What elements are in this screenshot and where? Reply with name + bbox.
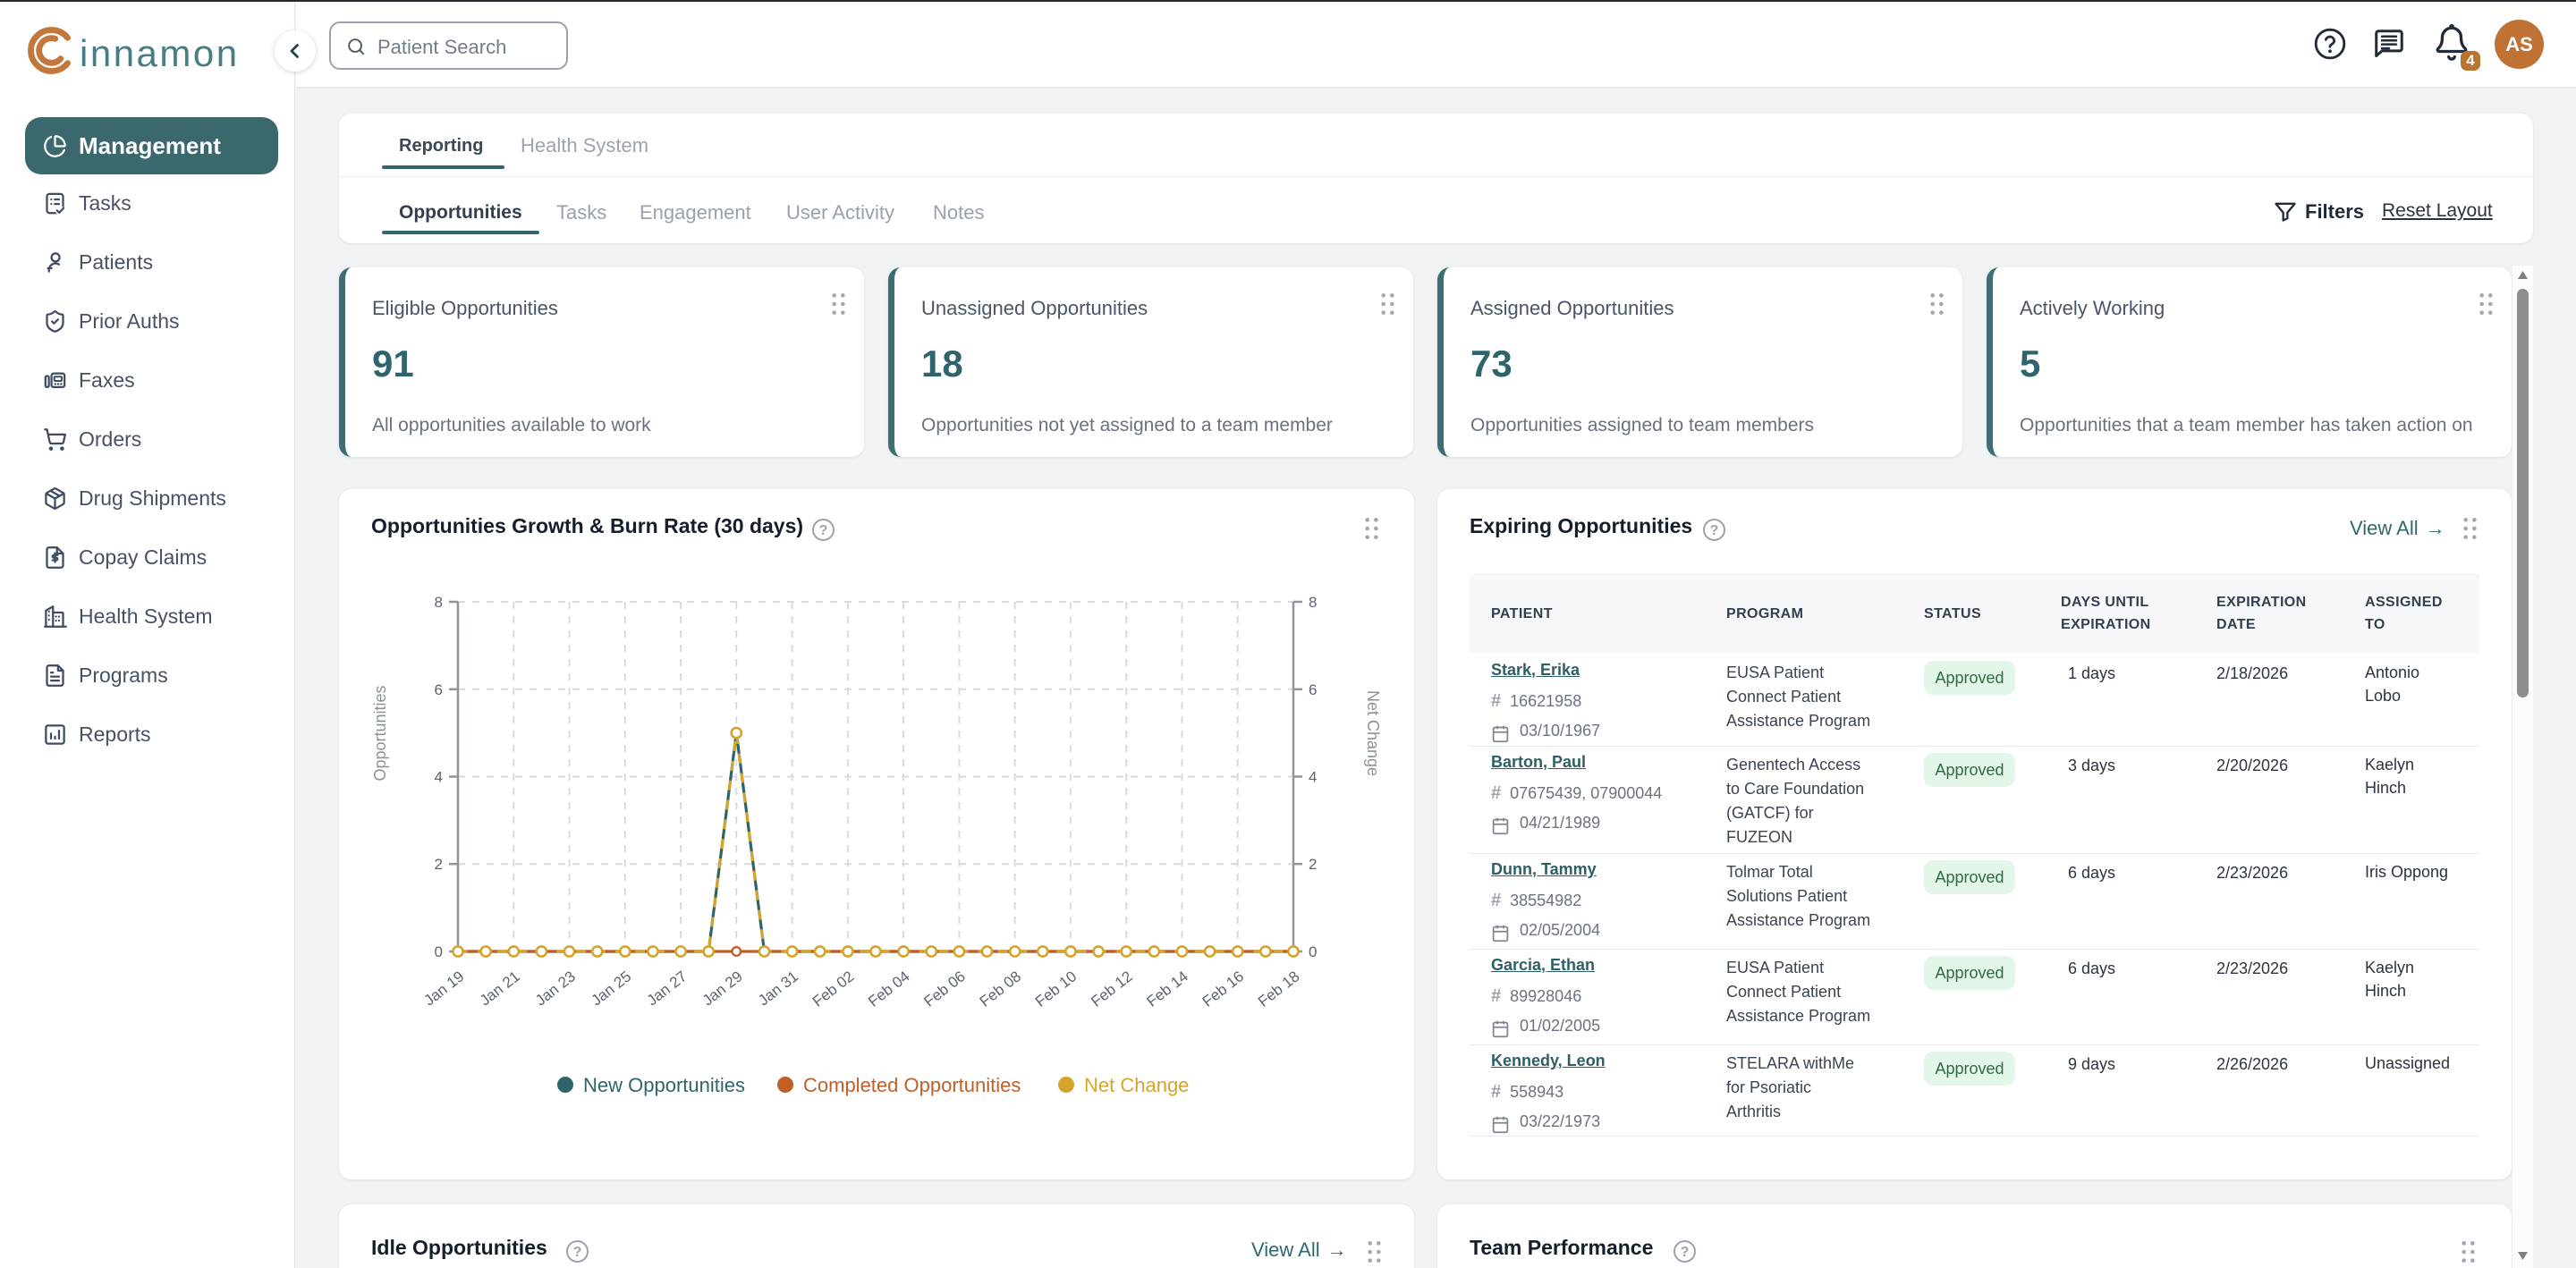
svg-text:8: 8 — [1309, 594, 1317, 611]
svg-text:0: 0 — [1309, 943, 1317, 960]
svg-text:4: 4 — [1309, 769, 1317, 786]
svg-text:Feb 02: Feb 02 — [809, 968, 857, 1010]
svg-text:Jan 23: Jan 23 — [532, 968, 579, 1009]
svg-text:Jan 27: Jan 27 — [644, 968, 691, 1009]
svg-text:Feb 06: Feb 06 — [920, 968, 968, 1010]
svg-text:Jan 19: Jan 19 — [421, 968, 468, 1009]
svg-text:Feb 08: Feb 08 — [977, 968, 1024, 1010]
svg-text:6: 6 — [1309, 681, 1317, 698]
svg-text:Feb 18: Feb 18 — [1255, 968, 1302, 1010]
svg-text:Opportunities: Opportunities — [371, 685, 389, 781]
svg-text:Feb 14: Feb 14 — [1144, 968, 1191, 1010]
svg-text:4: 4 — [435, 769, 443, 786]
svg-text:2: 2 — [435, 856, 443, 873]
svg-text:Jan 31: Jan 31 — [755, 968, 801, 1009]
svg-text:8: 8 — [435, 594, 443, 611]
svg-text:2: 2 — [1309, 856, 1317, 873]
svg-text:Feb 12: Feb 12 — [1088, 968, 1135, 1010]
svg-text:6: 6 — [435, 681, 443, 698]
svg-text:Jan 29: Jan 29 — [699, 968, 746, 1009]
svg-text:Net Change: Net Change — [1364, 690, 1382, 776]
svg-text:Jan 21: Jan 21 — [477, 968, 523, 1009]
svg-text:Feb 10: Feb 10 — [1032, 968, 1080, 1010]
svg-text:Jan 25: Jan 25 — [588, 968, 634, 1009]
svg-text:Net Change: Net Change — [1084, 1074, 1189, 1096]
svg-text:0: 0 — [435, 943, 443, 960]
svg-text:Feb 04: Feb 04 — [865, 968, 912, 1010]
svg-text:Completed Opportunities: Completed Opportunities — [803, 1074, 1021, 1096]
svg-text:Feb 16: Feb 16 — [1199, 968, 1247, 1010]
svg-text:New Opportunities: New Opportunities — [583, 1074, 745, 1096]
